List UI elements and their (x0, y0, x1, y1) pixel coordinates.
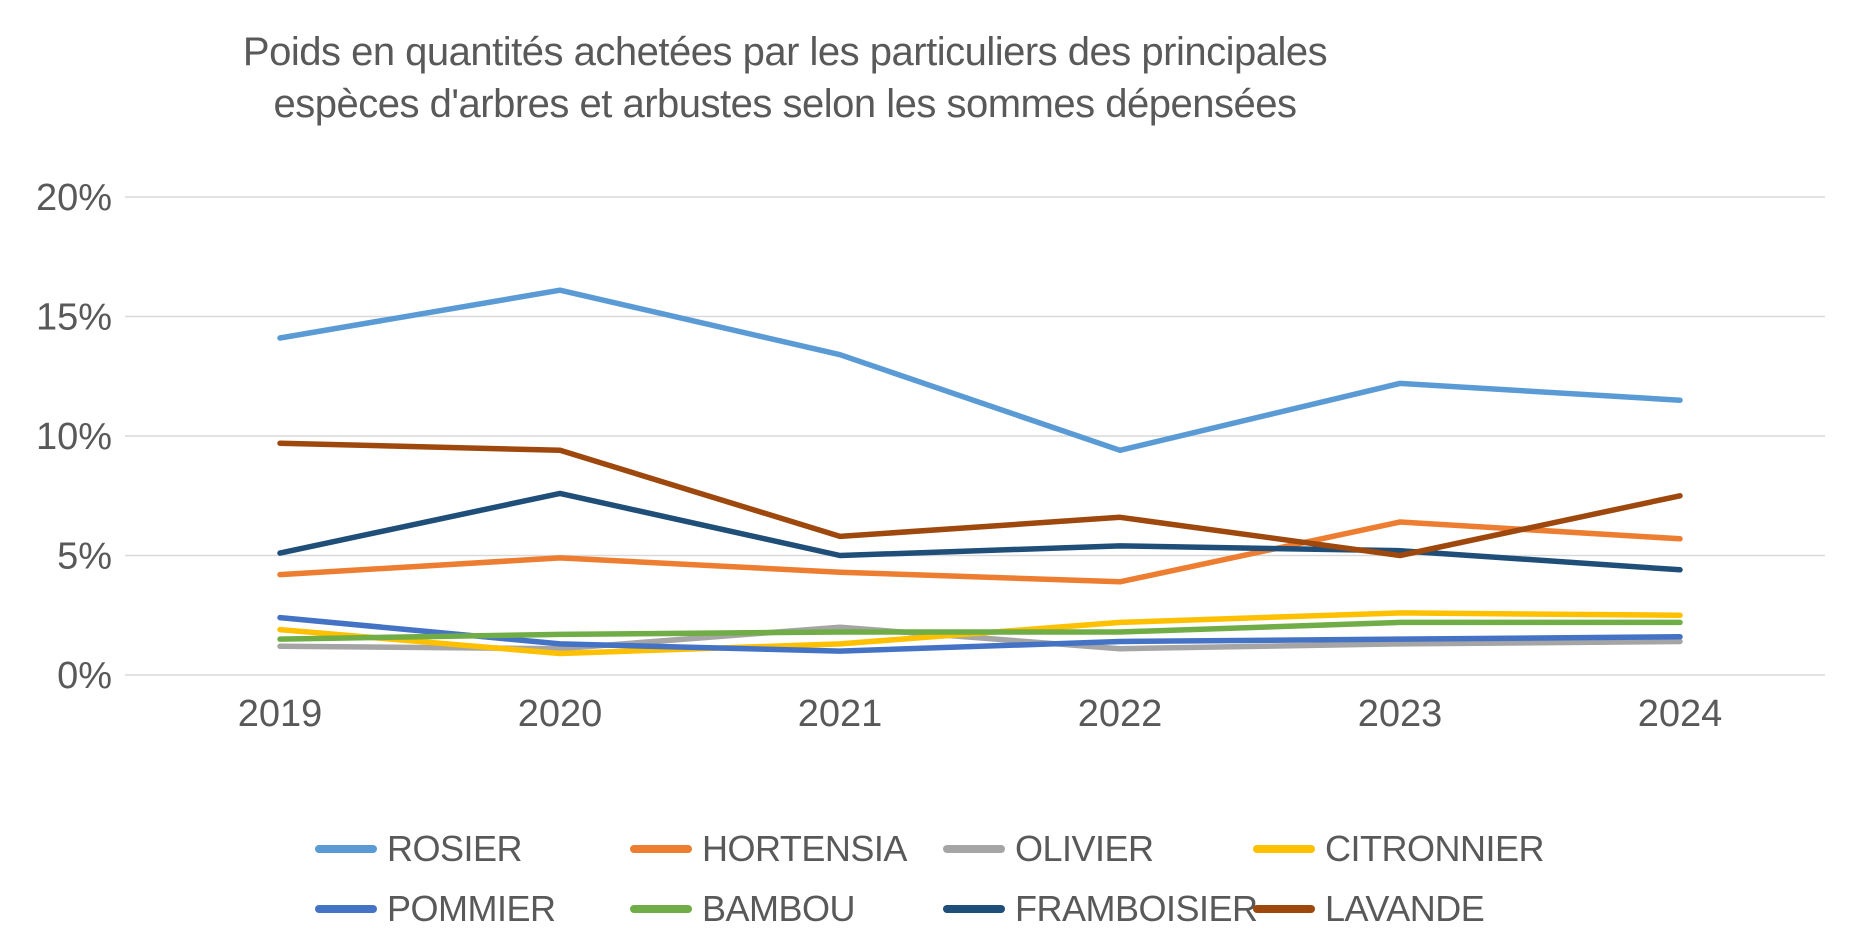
legend-label: HORTENSIA (702, 828, 907, 869)
legend-swatch-pommier (315, 905, 377, 913)
series-line-framboisier (277, 490, 1683, 573)
legend-swatch-framboisier (943, 905, 1005, 913)
legend-swatch-olivier (943, 845, 1005, 853)
y-axis-tick-label: 0% (57, 655, 112, 697)
legend-label: FRAMBOISIER (1015, 888, 1258, 929)
x-axis-tick-label: 2023 (1358, 693, 1443, 735)
legend-label: ROSIER (387, 828, 523, 869)
chart-title-line1: Poids en quantités achetées par les part… (242, 30, 1328, 74)
x-axis-tick-label: 2024 (1638, 693, 1723, 735)
legend-item-pommier[interactable]: POMMIER (315, 888, 556, 930)
series-line-pommier (277, 614, 1683, 654)
x-axis-tick-label: 2021 (798, 693, 883, 735)
legend-item-framboisier[interactable]: FRAMBOISIER (943, 888, 1258, 930)
legend-item-bambou[interactable]: BAMBOU (630, 888, 856, 930)
legend-swatch-rosier (315, 845, 377, 853)
x-axis-tick-label: 2019 (238, 693, 323, 735)
legend-label: POMMIER (387, 888, 556, 929)
series-line-hortensia (277, 519, 1683, 585)
x-axis-tick-label: 2020 (518, 693, 603, 735)
legend-item-olivier[interactable]: OLIVIER (943, 828, 1154, 870)
chart-title-line2: espèces d'arbres et arbustes selon les s… (273, 82, 1297, 126)
legend-swatch-lavande (1253, 905, 1315, 913)
legend-label: CITRONNIER (1325, 828, 1545, 869)
legend-label: LAVANDE (1325, 888, 1485, 929)
legend-item-citronnier[interactable]: CITRONNIER (1253, 828, 1545, 870)
x-axis-tick-label: 2022 (1078, 693, 1163, 735)
chart-title: Poids en quantités achetées par les part… (242, 26, 1328, 130)
legend-label: BAMBOU (702, 888, 856, 929)
legend-swatch-citronnier (1253, 845, 1315, 853)
y-axis-tick-label: 20% (36, 177, 112, 219)
series-line-rosier (277, 287, 1683, 454)
legend-item-lavande[interactable]: LAVANDE (1253, 888, 1485, 930)
y-axis-tick-label: 5% (57, 536, 112, 578)
legend-swatch-bambou (630, 905, 692, 913)
y-axis-tick-label: 10% (36, 416, 112, 458)
y-axis-tick-label: 15% (36, 297, 112, 339)
legend-swatch-hortensia (630, 845, 692, 853)
legend-item-hortensia[interactable]: HORTENSIA (630, 828, 907, 870)
legend-label: OLIVIER (1015, 828, 1154, 869)
legend-item-rosier[interactable]: ROSIER (315, 828, 523, 870)
series-line-bambou (277, 619, 1683, 642)
series-line-lavande (277, 440, 1683, 559)
